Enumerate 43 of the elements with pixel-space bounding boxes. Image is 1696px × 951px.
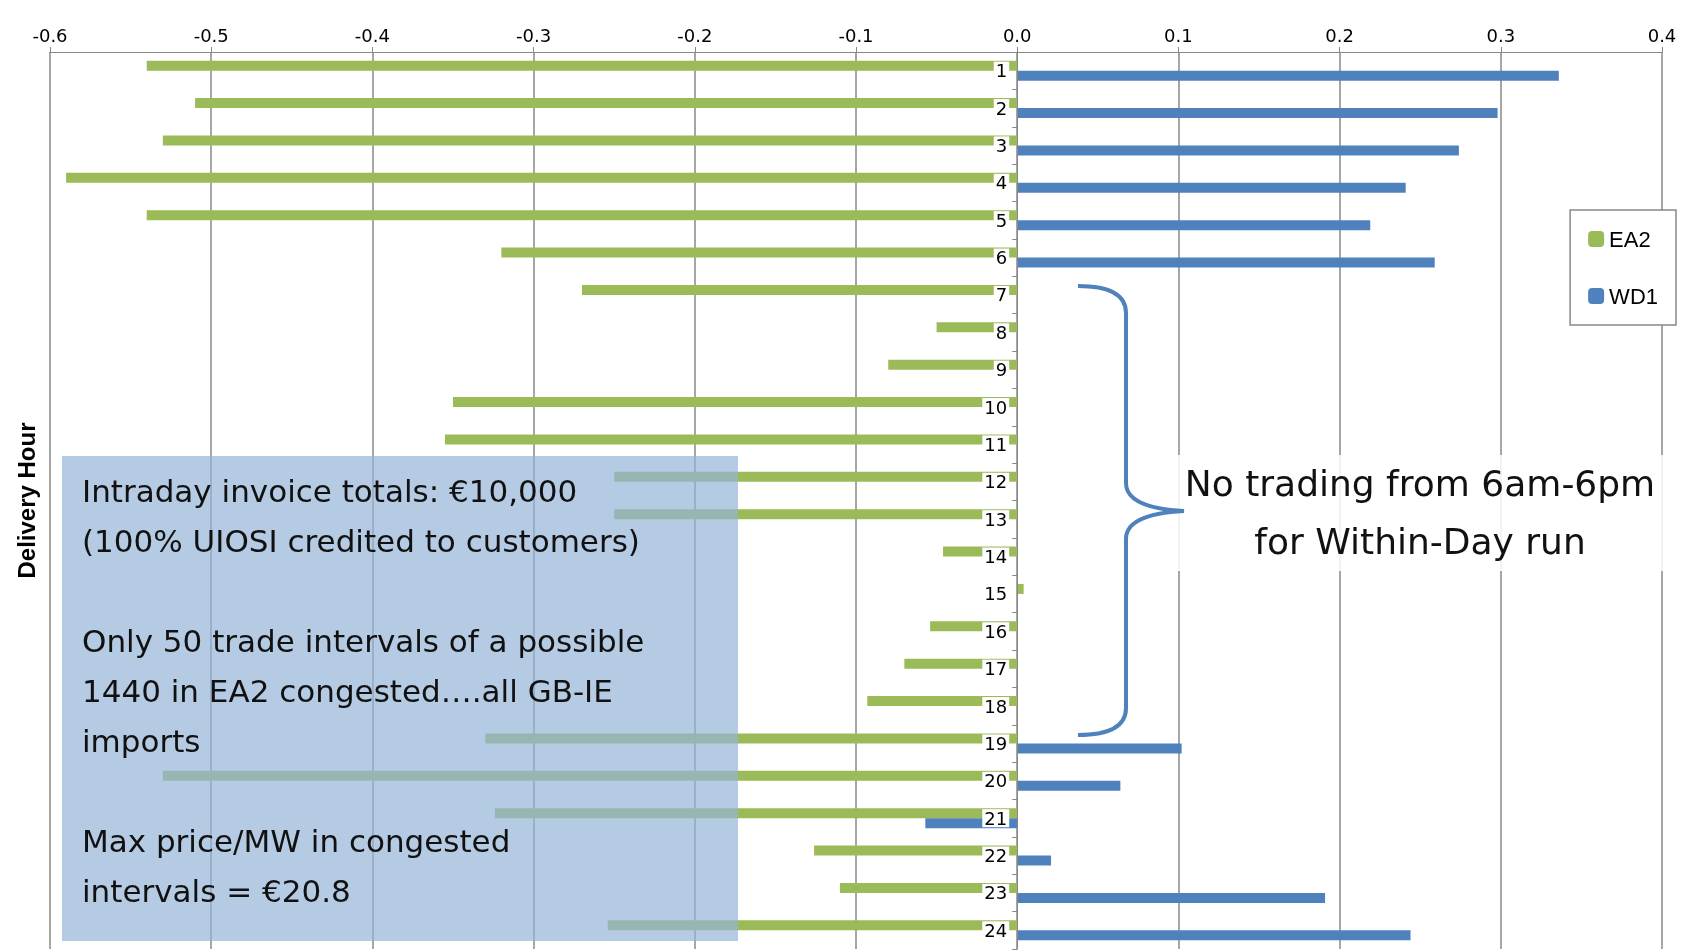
x-tick-label: 0.0 — [1002, 24, 1032, 46]
y-tick-label: 22 — [984, 845, 1008, 867]
x-tick-label: 0.1 — [1164, 24, 1193, 46]
y-tick-label: 9 — [995, 359, 1008, 381]
y-tick-label: 11 — [984, 433, 1008, 455]
y-tick-label: 17 — [984, 658, 1008, 680]
y-tick-label: 8 — [995, 321, 1008, 343]
y-tick-label: 15 — [984, 583, 1008, 605]
y-tick-label: 23 — [984, 882, 1008, 904]
y-tick-label: 3 — [995, 134, 1008, 156]
x-tick-label: 0.2 — [1325, 24, 1354, 46]
y-tick-label: 19 — [984, 732, 1008, 754]
annotation: Intraday invoice totals: €10,000 (100% UIOSI credited to customers) — [82, 472, 641, 561]
x-tick-label: -0.5 — [193, 24, 229, 46]
y-tick-label: 6 — [995, 247, 1008, 269]
x-tick-label: -0.6 — [32, 24, 68, 46]
x-tick-label: 0.4 — [1647, 24, 1677, 46]
annotation: Max price/MW in congested intervals = €20.8 — [82, 822, 512, 911]
annotation: No trading from 6am-6pm for Within-Day run — [1160, 455, 1680, 571]
y-tick-label: 5 — [995, 209, 1008, 231]
y-tick-label: 7 — [995, 284, 1008, 306]
x-tick-label: -0.1 — [838, 24, 874, 46]
y-tick-label: 21 — [984, 807, 1008, 829]
x-tick-label: -0.4 — [354, 24, 390, 46]
y-tick-label: 10 — [984, 396, 1008, 418]
legend-label: EA2 — [1609, 226, 1651, 252]
y-axis-title: Delivery Hour — [12, 422, 40, 579]
y-tick-label: 2 — [995, 97, 1008, 119]
y-tick-label: 13 — [984, 508, 1008, 530]
legend-label: WD1 — [1609, 283, 1658, 309]
y-tick-label: 18 — [984, 695, 1008, 717]
y-tick-label: 24 — [984, 919, 1008, 941]
y-tick-label: 20 — [984, 770, 1008, 792]
y-tick-label: 4 — [995, 172, 1008, 194]
note-box: Intraday invoice totals: €10,000 (100% UIOSI credited to customers) Only 50 trade intervals of a possible 1440 in EA2 congested….all GB-IE imports Max price/MW in congested intervals = €20.8 — [62, 456, 738, 941]
x-tick-label: -0.2 — [677, 24, 713, 46]
y-tick-label: 16 — [984, 620, 1008, 642]
y-tick-label: 14 — [984, 546, 1008, 568]
x-tick-label: 0.3 — [1486, 24, 1516, 46]
y-tick-label: 12 — [984, 471, 1008, 493]
y-tick-label: 1 — [995, 60, 1008, 82]
annotation: Only 50 trade intervals of a possible 1440 in EA2 congested….all GB-IE imports — [82, 622, 646, 761]
x-tick-label: -0.3 — [516, 24, 552, 46]
